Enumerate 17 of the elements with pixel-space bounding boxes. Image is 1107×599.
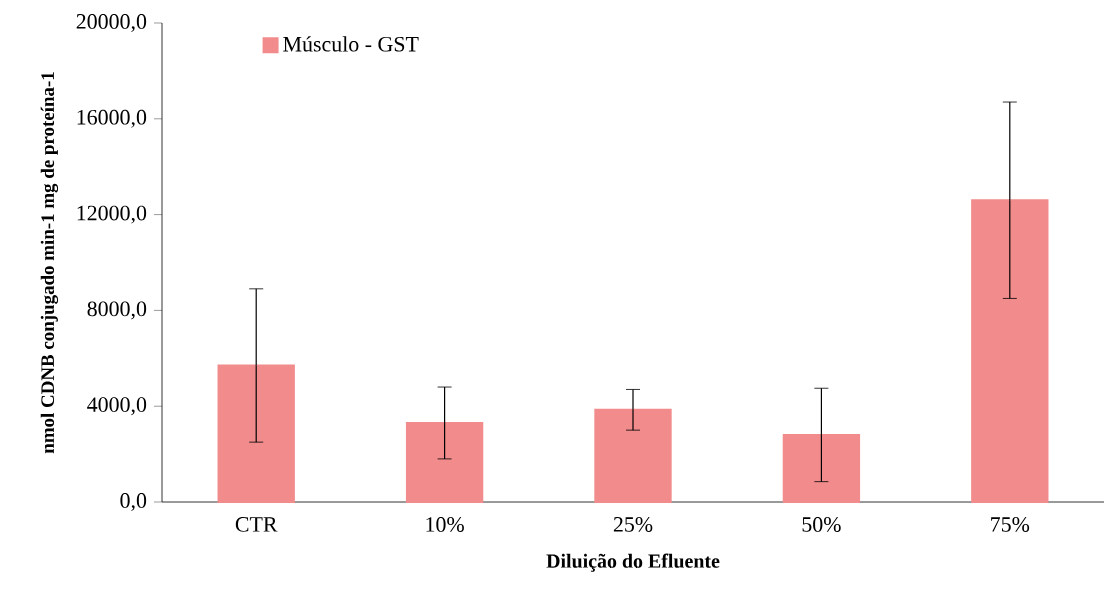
y-tick-label: 8000,0 [87,301,147,320]
legend-label: Músculo - GST [283,36,419,52]
x-tick-label: CTR [235,517,278,532]
x-tick-label: 50% [802,517,841,532]
x-tick-label: 75% [991,517,1030,532]
x-tick-label: 10% [426,517,464,532]
x-tick-label: 25% [613,517,653,532]
y-tick-label: 16000,0 [77,109,147,128]
bar [594,408,672,503]
bar [405,421,484,503]
bar [971,199,1049,503]
y-tick-label: 4000,0 [87,397,147,416]
y-tick-label: 0,0 [120,493,147,511]
y-axis-title: nmol CDNB conjugado min-1 mg de proteína-1 [40,72,59,454]
y-tick-label: 12000,0 [77,205,147,224]
y-tick-label: 20000,0 [76,14,147,32]
x-axis-title: Diluição do Efluente [546,553,720,572]
